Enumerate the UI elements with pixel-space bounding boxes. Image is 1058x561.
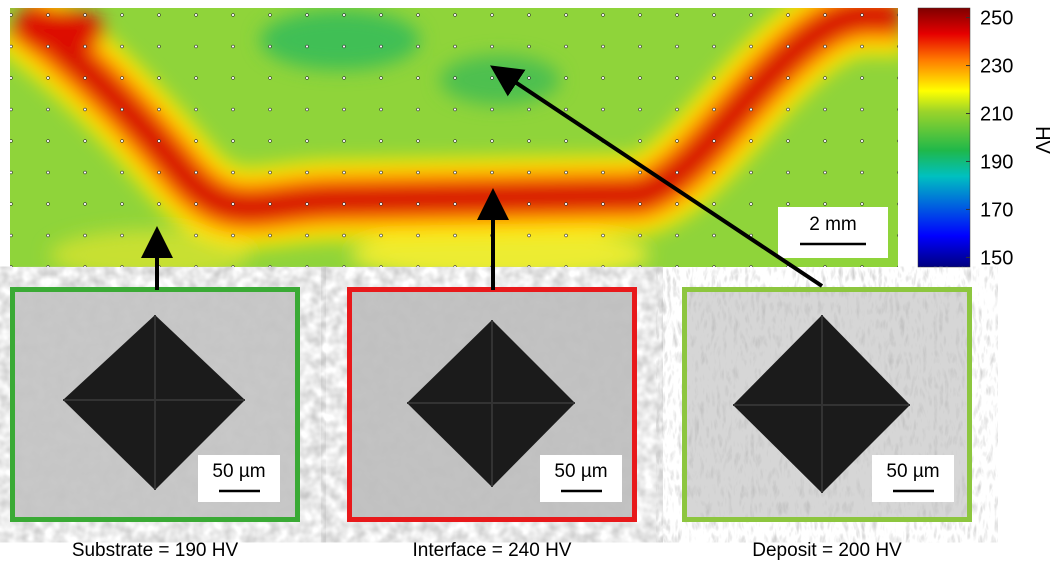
colorbar-tick-label: 150: [980, 247, 1013, 269]
scale-label: 50 µm: [212, 461, 265, 482]
scale-label: 50 µm: [886, 461, 939, 482]
colorbar-tick-label: 170: [980, 199, 1013, 221]
hardness-map: [10, 8, 898, 267]
colorbar-tick-label: 230: [980, 56, 1013, 78]
arrows: [141, 65, 824, 290]
colorbar-label: HV: [1031, 126, 1053, 154]
caption: Deposit = 200 HV: [752, 540, 902, 561]
panel: 50 µm Deposit = 200 HV: [682, 287, 972, 561]
colorbar-ticks: 150 170 190 210 230 250: [966, 8, 1013, 269]
scale-label: 2 mm: [809, 214, 857, 235]
colorbar-tick-label: 210: [980, 104, 1013, 126]
caption: Interface = 240 HV: [413, 540, 572, 561]
scale-label: 50 µm: [554, 461, 607, 482]
colorbar: [917, 7, 971, 268]
panel: 50 µm Interface = 240 HV: [347, 287, 637, 561]
colorbar-tick-label: 190: [980, 151, 1013, 173]
map-scale-bar: 2 mm: [778, 207, 888, 258]
panel: 50 µm Substrate = 190 HV: [10, 287, 300, 561]
colorbar-tick-label: 250: [980, 8, 1013, 30]
caption: Substrate = 190 HV: [72, 540, 239, 561]
